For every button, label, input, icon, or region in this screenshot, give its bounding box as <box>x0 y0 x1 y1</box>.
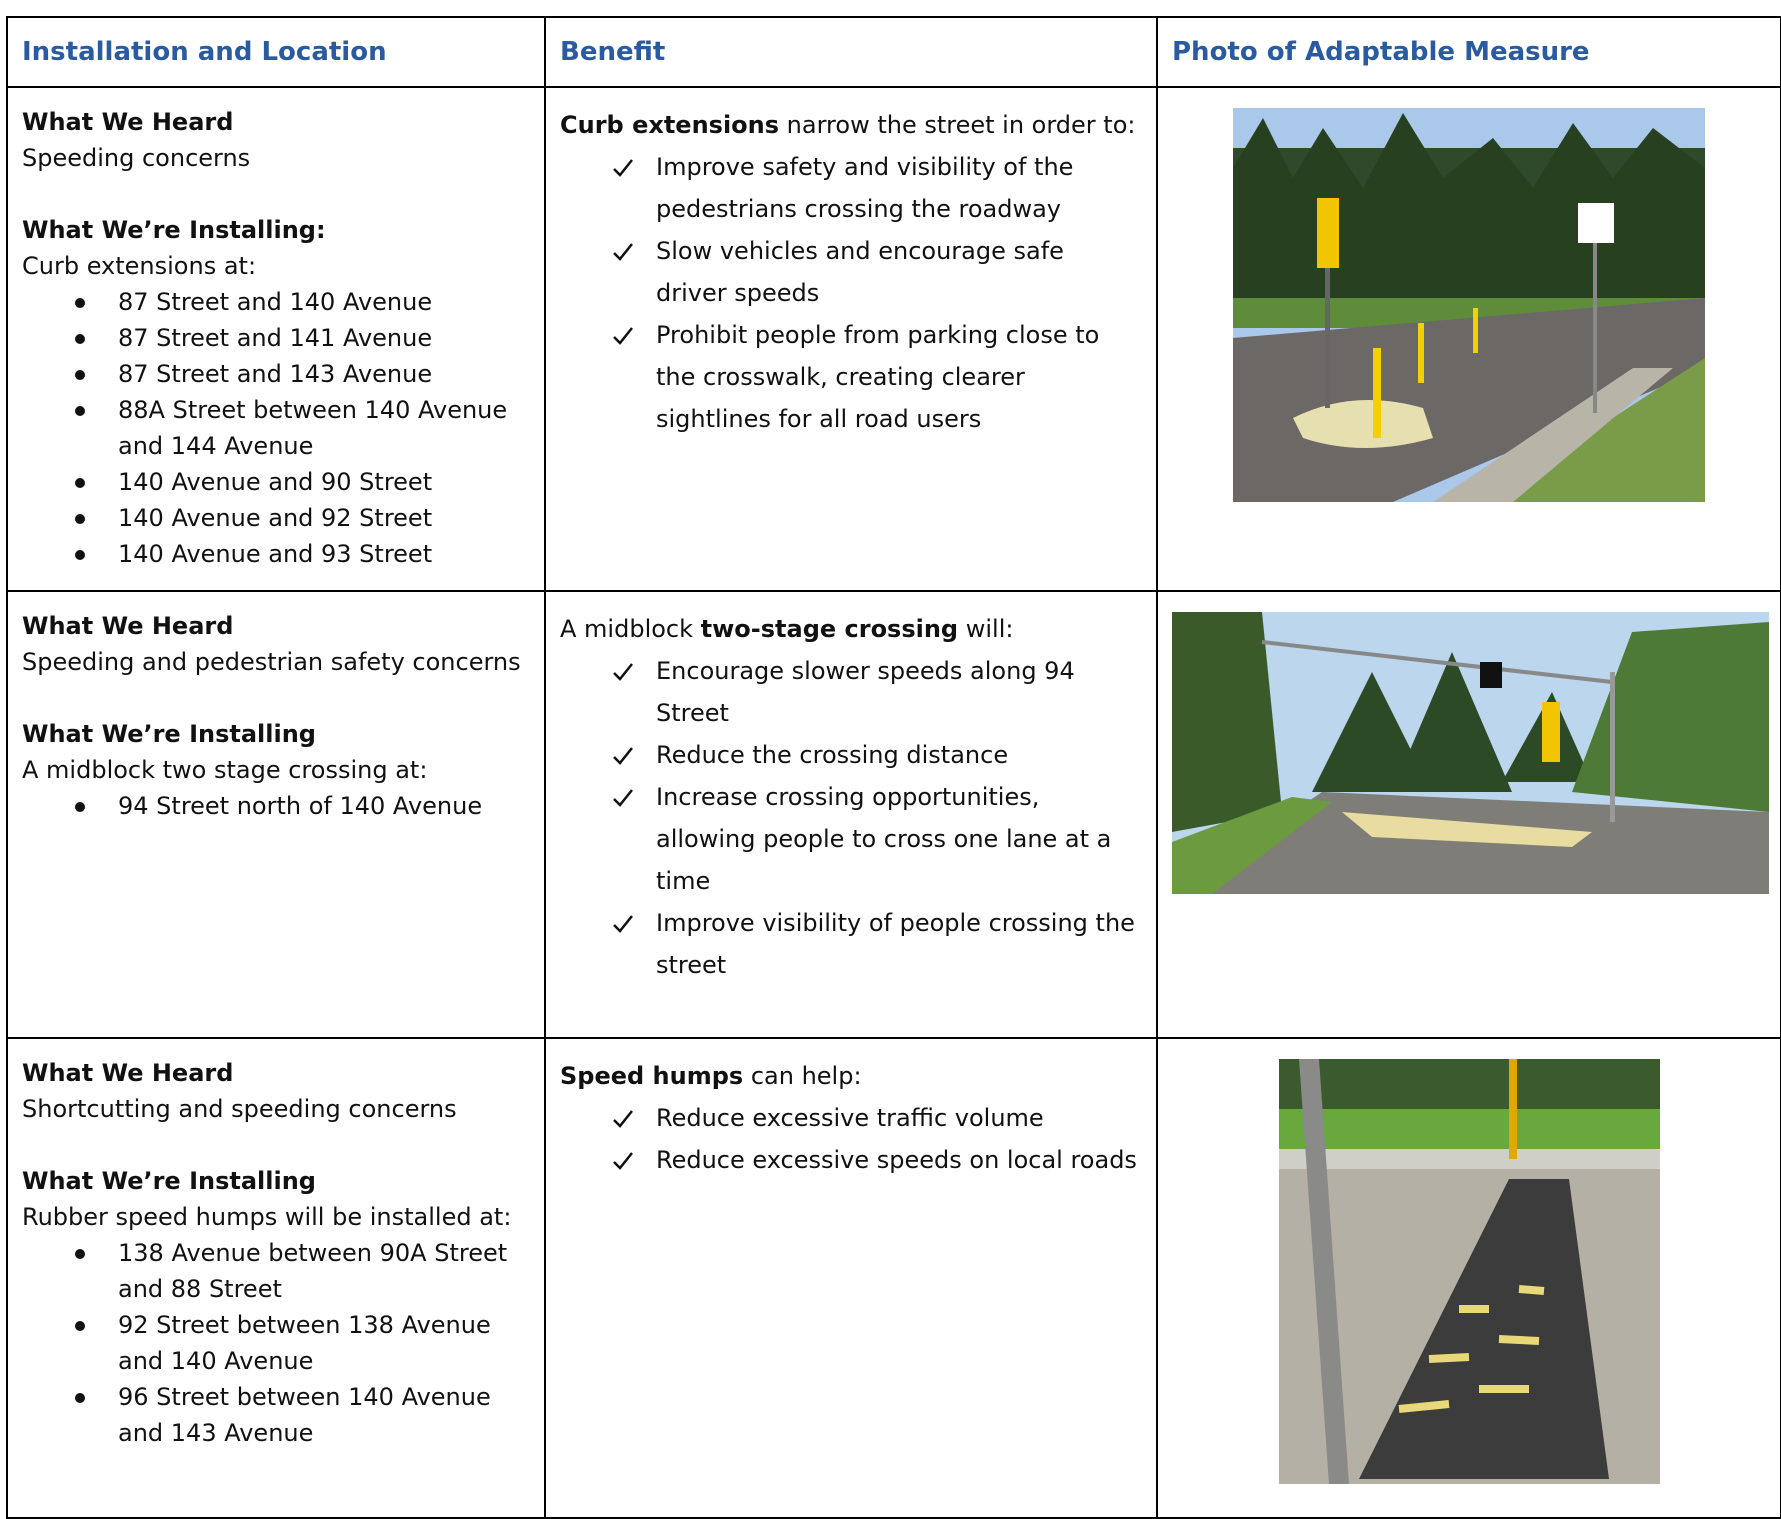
photo <box>1172 612 1769 894</box>
installing-text: A midblock two stage crossing at: <box>22 756 428 784</box>
intro-text: will: <box>958 615 1014 643</box>
intro-text: narrow the street in order to: <box>779 111 1136 139</box>
benefit-cell: Curb extensions narrow the street in ord… <box>544 86 1158 592</box>
check-icon <box>613 1110 633 1128</box>
benefit-item: Encourage slower speeds along 94 Street <box>613 650 1142 734</box>
benefit-text: Prohibit people from parking close to th… <box>656 321 1100 433</box>
location-item: 138 Avenue between 90A Street and 88 Str… <box>75 1235 530 1307</box>
benefit-text: Reduce excessive speeds on local roads <box>656 1146 1137 1174</box>
location-list: 87 Street and 140 Avenue 87 Street and 14… <box>22 284 530 572</box>
measures-table: Installation and Location Benefit Photo of… <box>6 16 1781 1519</box>
benefit-text: Reduce excessive traffic volume <box>656 1104 1044 1132</box>
location-cell: What We Heard Speeding concerns What We’re… <box>6 86 546 592</box>
benefit-intro: Speed humps can help: <box>560 1055 1142 1097</box>
location-item: 140 Avenue and 93 Street <box>75 536 530 572</box>
check-icon <box>613 1152 633 1170</box>
spacer <box>22 1127 530 1163</box>
location-cell: What We Heard Speeding and pedestrian saf… <box>6 590 546 1039</box>
benefit-text: Encourage slower speeds along 94 Street <box>656 657 1075 727</box>
table-row: What We Heard Shortcutting and speeding c… <box>6 1037 1781 1519</box>
location-item: 94 Street north of 140 Avenue <box>75 788 530 824</box>
heard-text: Speeding and pedestrian safety concerns <box>22 648 521 676</box>
table-row: What We Heard Speeding and pedestrian saf… <box>6 590 1781 1039</box>
benefit-text: Increase crossing opportunities, allowin… <box>656 783 1112 895</box>
installing-label: What We’re Installing <box>22 720 316 748</box>
location-item: 87 Street and 143 Avenue <box>75 356 530 392</box>
check-icon <box>613 663 633 681</box>
table-row: What We Heard Speeding concerns What We’re… <box>6 86 1781 592</box>
benefit-item: Improve visibility of people crossing th… <box>613 902 1142 986</box>
check-icon <box>613 327 633 345</box>
intro-bold: Curb extensions <box>560 111 780 139</box>
benefit-list: Improve safety and visibility of the ped… <box>560 146 1142 440</box>
benefit-item: Prohibit people from parking close to th… <box>613 314 1142 440</box>
installing-label: What We’re Installing: <box>22 216 326 244</box>
benefit-item: Increase crossing opportunities, allowin… <box>613 776 1142 902</box>
location-item: 92 Street between 138 Avenue and 140 Ave… <box>75 1307 530 1379</box>
benefit-item: Reduce excessive traffic volume <box>613 1097 1142 1139</box>
intro-bold: Speed humps <box>560 1062 744 1090</box>
check-icon <box>613 789 633 807</box>
location-item: 87 Street and 141 Avenue <box>75 320 530 356</box>
spacer <box>22 176 530 212</box>
location-item: 88A Street between 140 Avenue and 144 Av… <box>75 392 530 464</box>
photo <box>1278 1059 1660 1484</box>
intro-bold: two-stage crossing <box>700 615 959 643</box>
photo <box>1233 108 1705 502</box>
location-item: 140 Avenue and 90 Street <box>75 464 530 500</box>
photo-cell <box>1156 1037 1781 1519</box>
heard-label: What We Heard <box>22 1059 234 1087</box>
installing-label: What We’re Installing <box>22 1167 316 1195</box>
benefit-text: Reduce the crossing distance <box>656 741 1009 769</box>
spacer <box>22 680 530 716</box>
benefit-text: Improve visibility of people crossing th… <box>656 909 1135 979</box>
intro-text: A midblock <box>560 615 701 643</box>
location-cell: What We Heard Shortcutting and speeding c… <box>6 1037 546 1519</box>
benefit-cell: Speed humps can help: Reduce excessive tr… <box>544 1037 1158 1519</box>
check-icon <box>613 747 633 765</box>
location-list: 138 Avenue between 90A Street and 88 Str… <box>22 1235 530 1451</box>
column-header: Benefit <box>544 16 1158 88</box>
column-header: Photo of Adaptable Measure <box>1156 16 1781 88</box>
benefit-text: Slow vehicles and encourage safe driver … <box>656 237 1064 307</box>
benefit-item: Reduce the crossing distance <box>613 734 1142 776</box>
installing-text: Rubber speed humps will be installed at: <box>22 1203 512 1231</box>
photo-cell <box>1156 590 1781 1039</box>
installing-text: Curb extensions at: <box>22 252 257 280</box>
check-icon <box>613 915 633 933</box>
benefit-intro: Curb extensions narrow the street in ord… <box>560 104 1142 146</box>
heard-label: What We Heard <box>22 612 234 640</box>
heard-text: Shortcutting and speeding concerns <box>22 1095 457 1123</box>
location-item: 96 Street between 140 Avenue and 143 Ave… <box>75 1379 530 1451</box>
benefit-item: Improve safety and visibility of the ped… <box>613 146 1142 230</box>
benefit-text: Improve safety and visibility of the ped… <box>656 153 1074 223</box>
heard-label: What We Heard <box>22 108 234 136</box>
check-icon <box>613 159 633 177</box>
location-list: 94 Street north of 140 Avenue <box>22 788 530 824</box>
table-body: What We Heard Speeding concerns What We’re… <box>6 86 1781 1519</box>
benefit-item: Slow vehicles and encourage safe driver … <box>613 230 1142 314</box>
check-icon <box>613 243 633 261</box>
column-header: Installation and Location <box>6 16 546 88</box>
benefit-list: Reduce excessive traffic volume Reduce ex… <box>560 1097 1142 1181</box>
photo-cell <box>1156 86 1781 592</box>
benefit-intro: A midblock two-stage crossing will: <box>560 608 1142 650</box>
benefit-item: Reduce excessive speeds on local roads <box>613 1139 1142 1181</box>
header-row: Installation and Location Benefit Photo of… <box>6 16 1781 88</box>
heard-text: Speeding concerns <box>22 144 251 172</box>
intro-text: can help: <box>743 1062 862 1090</box>
benefit-cell: A midblock two-stage crossing will: Encou… <box>544 590 1158 1039</box>
location-item: 140 Avenue and 92 Street <box>75 500 530 536</box>
benefit-list: Encourage slower speeds along 94 Street R… <box>560 650 1142 986</box>
location-item: 87 Street and 140 Avenue <box>75 284 530 320</box>
